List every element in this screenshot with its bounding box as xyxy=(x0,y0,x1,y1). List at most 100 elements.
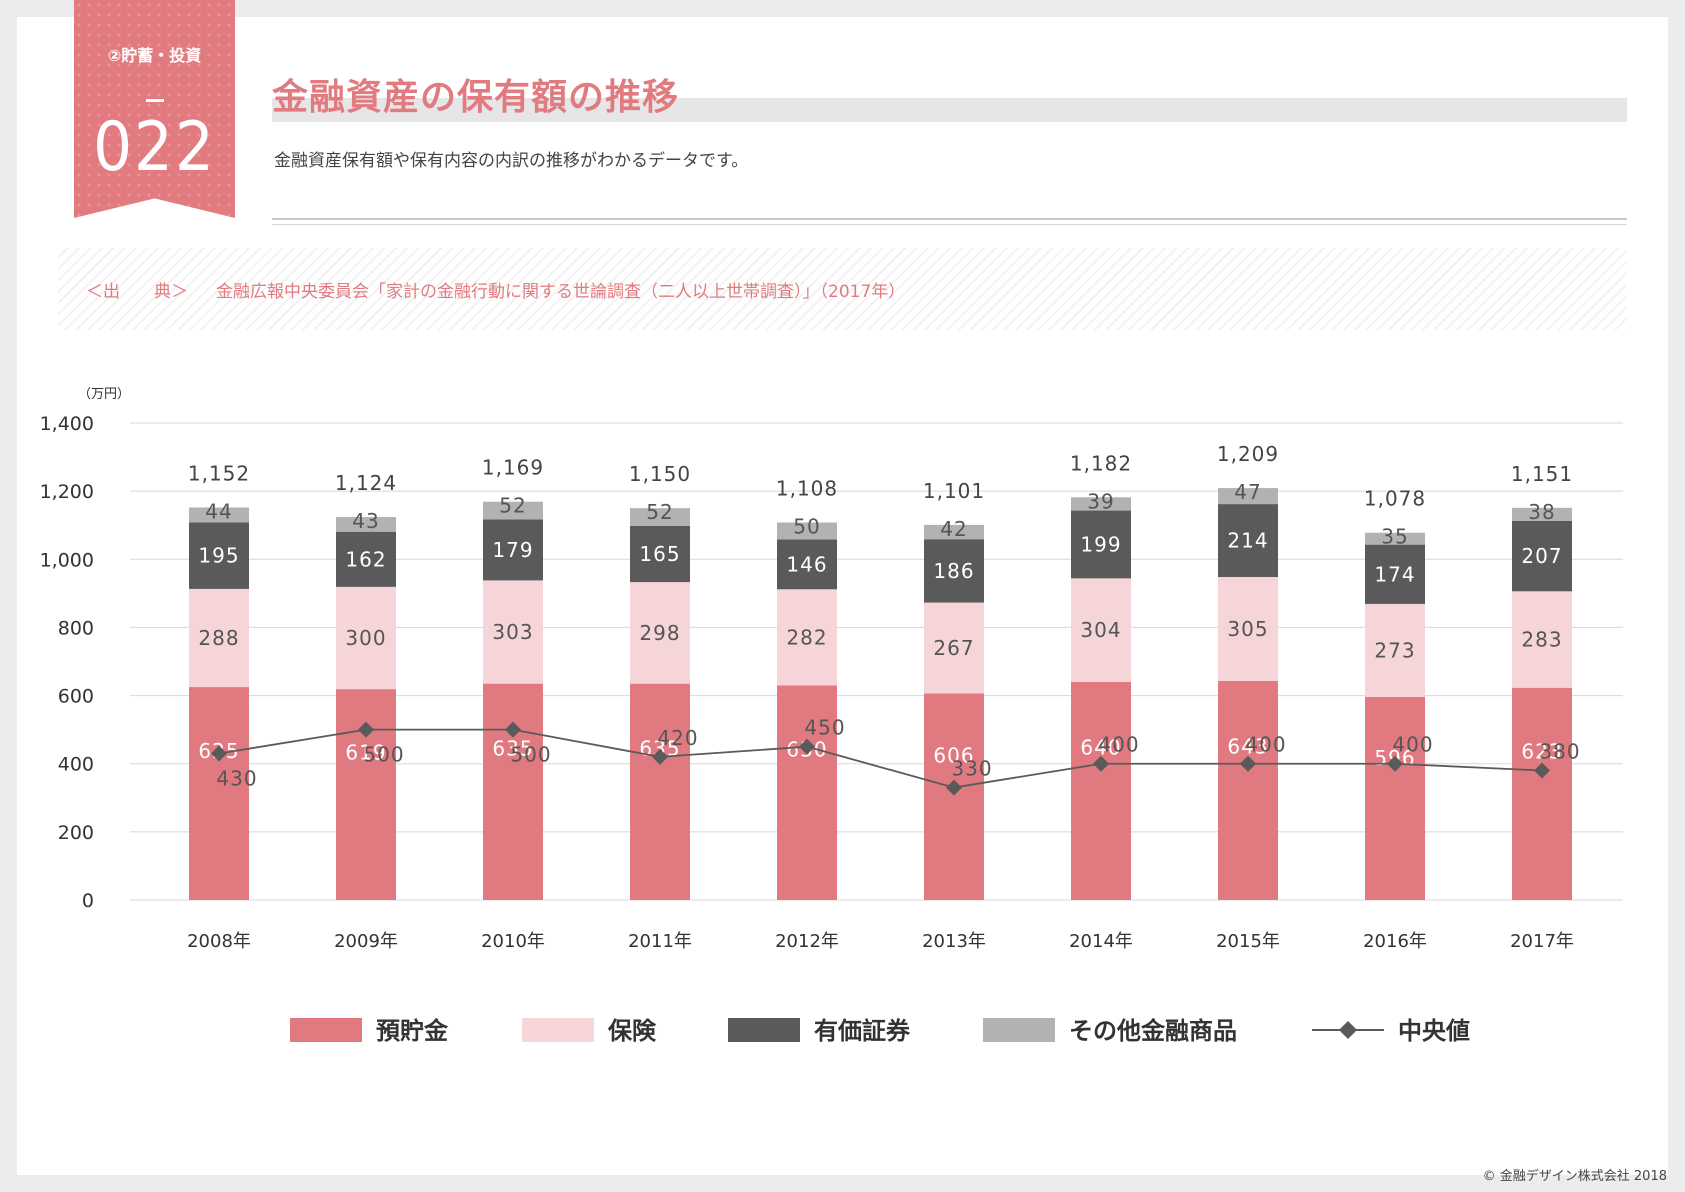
legend-label-securities: 有価証券 xyxy=(814,1017,911,1045)
data-label-insurance: 282 xyxy=(786,625,827,649)
total-label: 1,150 xyxy=(629,462,691,486)
total-label: 1,124 xyxy=(335,471,397,495)
divider-thin xyxy=(272,224,1627,225)
y-tick-label: 1,000 xyxy=(40,549,94,571)
median-marker xyxy=(1387,755,1403,772)
y-tick-label: 200 xyxy=(58,822,94,844)
bar-other xyxy=(1512,507,1572,521)
median-label: 400 xyxy=(1098,733,1139,757)
section-category: ②貯蓄・投資 xyxy=(107,46,202,65)
ribbon-divider xyxy=(146,99,164,102)
legend-swatch-securities xyxy=(728,1018,800,1042)
data-label-insurance: 273 xyxy=(1374,638,1415,662)
median-label: 400 xyxy=(1392,733,1433,757)
source-label: ＜出 典＞ xyxy=(86,282,188,302)
median-label: 500 xyxy=(363,743,404,767)
title-underline-bar xyxy=(272,98,1627,122)
x-tick-label: 2017年 xyxy=(1510,931,1574,952)
x-tick-label: 2010年 xyxy=(481,931,545,952)
data-label-securities: 186 xyxy=(933,559,974,583)
median-marker xyxy=(505,721,521,738)
page-title: 金融資産の保有額の推移 xyxy=(272,77,680,118)
bar-deposit xyxy=(1365,696,1425,900)
bar-insurance xyxy=(1071,578,1131,682)
source-citation: ＜出 典＞ 金融広報中央委員会「家計の金融行動に関する世論調査（二人以上世帯調査）… xyxy=(86,277,905,302)
bar-other xyxy=(630,508,690,526)
bar-other xyxy=(189,507,249,523)
bar-other xyxy=(924,524,984,540)
bar-deposit xyxy=(483,683,543,900)
bar-securities xyxy=(1365,544,1425,604)
median-label: 430 xyxy=(216,766,257,790)
bar-securities xyxy=(336,531,396,587)
median-marker xyxy=(1534,762,1550,779)
total-label: 1,078 xyxy=(1364,487,1426,511)
x-tick-label: 2014年 xyxy=(1069,931,1133,952)
bar-securities xyxy=(189,522,249,589)
data-label-securities: 174 xyxy=(1374,562,1415,586)
bar-deposit xyxy=(1512,687,1572,900)
bar-insurance xyxy=(1365,603,1425,697)
y-tick-label: 600 xyxy=(58,686,94,708)
bar-deposit xyxy=(924,693,984,900)
bar-other xyxy=(336,517,396,532)
data-label-insurance: 288 xyxy=(198,626,239,650)
median-marker xyxy=(946,779,962,796)
data-label-securities: 162 xyxy=(345,547,386,571)
y-tick-label: 400 xyxy=(58,754,94,776)
x-tick-label: 2008年 xyxy=(187,931,251,952)
median-line xyxy=(218,728,1543,789)
bar-securities xyxy=(483,519,543,581)
legend-label-deposit: 預貯金 xyxy=(376,1017,449,1045)
median-marker xyxy=(358,721,374,738)
data-label-securities: 214 xyxy=(1227,529,1268,553)
median-marker xyxy=(211,745,227,762)
bar-securities xyxy=(1512,520,1572,592)
data-label-other: 38 xyxy=(1528,500,1555,524)
median-label: 450 xyxy=(804,716,845,740)
bar-securities xyxy=(630,525,690,583)
median-marker xyxy=(799,738,815,755)
bar-other xyxy=(483,501,543,520)
y-tick-label: 1,400 xyxy=(40,413,94,435)
total-label: 1,151 xyxy=(1511,462,1573,486)
median-marker xyxy=(652,748,668,765)
bar-deposit xyxy=(336,689,396,900)
source-band xyxy=(58,248,1627,330)
bar-other xyxy=(1071,497,1131,511)
y-tick-label: 1,200 xyxy=(40,481,94,503)
data-label-deposit: 643 xyxy=(1227,735,1268,759)
x-tick-label: 2016年 xyxy=(1363,931,1427,952)
data-label-securities: 195 xyxy=(198,544,239,568)
bar-insurance xyxy=(483,580,543,684)
y-axis-unit: （万円） xyxy=(78,387,131,402)
legend-label-insurance: 保険 xyxy=(607,1017,657,1045)
data-label-deposit: 635 xyxy=(492,737,533,761)
legend-swatch-deposit xyxy=(290,1018,362,1042)
median-label: 420 xyxy=(657,726,698,750)
data-label-other: 44 xyxy=(205,499,232,523)
bar-deposit xyxy=(189,687,249,900)
data-label-insurance: 283 xyxy=(1521,628,1562,652)
total-label: 1,108 xyxy=(776,476,838,500)
bar-insurance xyxy=(924,602,984,694)
data-label-securities: 179 xyxy=(492,538,533,562)
section-ribbon xyxy=(74,0,235,218)
y-tick-label: 0 xyxy=(82,890,94,912)
bar-other xyxy=(777,522,837,540)
source-text: 金融広報中央委員会「家計の金融行動に関する世論調査（二人以上世帯調査）」（201… xyxy=(216,282,906,302)
bar-insurance xyxy=(1512,591,1572,688)
data-label-other: 35 xyxy=(1381,525,1408,549)
data-label-other: 42 xyxy=(940,517,967,541)
data-label-insurance: 300 xyxy=(345,626,386,650)
bar-insurance xyxy=(630,582,690,684)
data-label-insurance: 267 xyxy=(933,636,974,660)
data-label-other: 52 xyxy=(646,500,673,524)
legend-swatch-other xyxy=(983,1018,1055,1042)
x-tick-label: 2011年 xyxy=(628,931,692,952)
legend-marker-median xyxy=(1339,1021,1357,1039)
y-tick-label: 800 xyxy=(58,617,94,639)
x-tick-label: 2012年 xyxy=(775,931,839,952)
median-marker xyxy=(1093,755,1109,772)
data-label-insurance: 304 xyxy=(1080,618,1121,642)
